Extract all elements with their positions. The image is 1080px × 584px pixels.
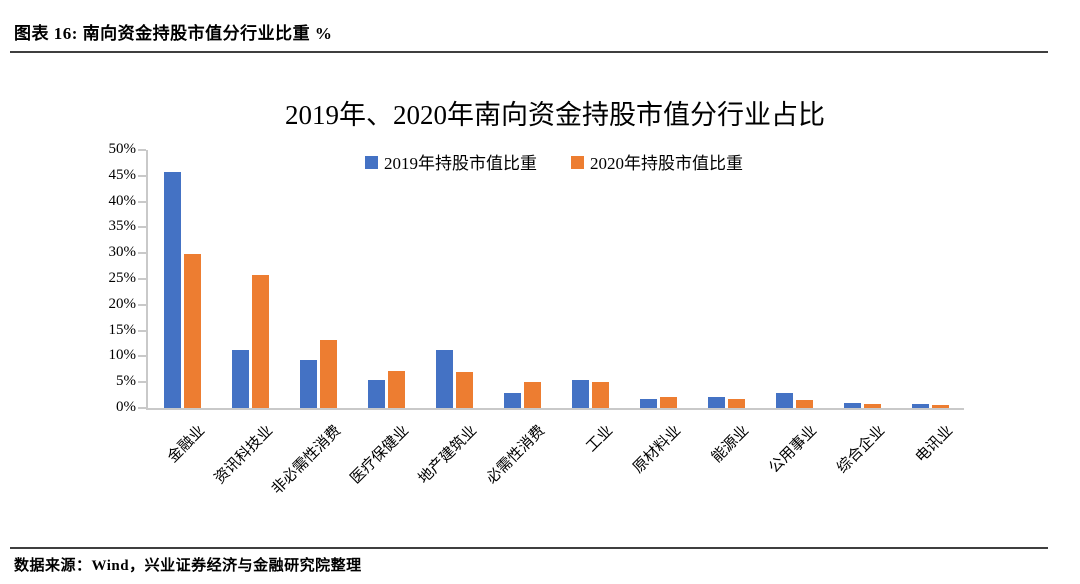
bar-2020 <box>455 371 473 408</box>
bar-2020 <box>523 381 541 408</box>
y-tick-mark <box>138 381 146 384</box>
bar-2020 <box>659 397 677 408</box>
bar-2020 <box>727 398 745 408</box>
bar-2019 <box>435 350 453 408</box>
bar-2019 <box>639 399 657 408</box>
y-tick-mark <box>138 303 146 306</box>
bar-group <box>231 274 269 408</box>
y-axis-labels: 0% 5% 10% 15% 20% 25% 30% 35% 40% 45% 50% <box>72 141 137 415</box>
bar-2020 <box>387 371 405 408</box>
y-axis-label: 35% <box>108 218 137 235</box>
bar-2019 <box>775 393 793 408</box>
bar-2019 <box>503 392 521 408</box>
bar-group <box>299 339 337 408</box>
bar-2019 <box>911 404 929 408</box>
y-tick-mark <box>138 252 146 255</box>
x-axis-label: 电讯业 <box>912 422 957 466</box>
x-axis-label: 综合企业 <box>834 422 889 477</box>
y-tick-mark <box>138 200 146 203</box>
y-tick-mark <box>138 278 146 280</box>
y-axis-label: 45% <box>108 166 137 183</box>
y-tick-mark <box>138 329 146 332</box>
bar-2019 <box>299 359 317 408</box>
plot-area <box>138 149 964 410</box>
bar-2019 <box>571 379 589 408</box>
y-tick-mark <box>138 174 146 177</box>
y-axis-label: 20% <box>108 295 137 312</box>
header-divider <box>10 51 1048 53</box>
y-axis-label: 0% <box>116 399 136 415</box>
chart-title: 2019年、2020年南向资金持股市值分行业占比 <box>285 100 825 130</box>
bar-group <box>571 379 609 408</box>
x-axis-label: 地产建筑业 <box>415 422 481 488</box>
data-source: 数据来源：Wind，兴业证券经济与金融研究院整理 <box>14 558 362 574</box>
x-axis-label: 工业 <box>583 422 617 456</box>
y-axis-label: 30% <box>108 244 137 261</box>
bar-2019 <box>707 396 725 408</box>
bar-group <box>163 171 201 408</box>
bar-series-container <box>148 150 964 408</box>
legend-label-2019: 2019年持股市值比重 <box>384 154 537 173</box>
x-axis-label: 非必需性消费 <box>269 422 345 498</box>
legend-swatch-2020-icon <box>571 156 584 169</box>
bar-group <box>843 402 881 408</box>
bar-2020 <box>591 382 609 408</box>
y-tick-mark <box>138 355 146 358</box>
bar-2020 <box>863 403 881 408</box>
bar-2019 <box>843 402 861 408</box>
legend-item-2019: 2019年持股市值比重 <box>365 149 537 174</box>
x-axis-label: 金融业 <box>164 422 209 466</box>
bar-2020 <box>319 339 337 408</box>
y-tick-mark <box>138 407 146 409</box>
y-axis-label: 5% <box>116 373 136 390</box>
figure-caption: 图表 16: 南向资金持股市值分行业比重 % <box>14 24 333 43</box>
bar-2019 <box>163 171 181 408</box>
bar-group <box>775 393 813 408</box>
y-axis-label: 25% <box>108 270 137 286</box>
x-axis-label: 医疗保健业 <box>347 422 413 488</box>
y-tick-mark <box>138 226 146 229</box>
legend-swatch-2019-icon <box>365 156 378 169</box>
x-axis-label: 公用事业 <box>766 422 821 477</box>
bar-2019 <box>367 379 385 408</box>
legend-label-2020: 2020年持股市值比重 <box>590 154 743 173</box>
bar-2019 <box>231 349 249 408</box>
bar-group <box>503 381 541 408</box>
bar-group <box>707 396 745 408</box>
legend-item-2020: 2020年持股市值比重 <box>571 149 743 174</box>
bar-2020 <box>251 274 269 408</box>
y-axis-label: 50% <box>108 141 137 157</box>
x-axis-labels: 金融业 资讯科技业 非必需性消费 医疗保健业 地产建筑业 必需性消费 工业 原材料业 能源业 公用… <box>146 412 962 532</box>
bar-2020 <box>795 399 813 408</box>
chart-legend: 2019年持股市值比重 2020年持股市值比重 <box>146 149 962 174</box>
footer-divider <box>10 547 1048 549</box>
x-axis-label: 资讯科技业 <box>211 422 277 488</box>
x-axis-label: 必需性消费 <box>483 422 549 488</box>
bar-group <box>911 404 949 408</box>
bar-group <box>639 397 677 408</box>
x-axis-label: 原材料业 <box>630 422 685 477</box>
y-tick-mark <box>138 149 146 151</box>
y-axis-label: 15% <box>108 321 137 338</box>
y-axis-label: 10% <box>108 347 137 364</box>
y-axis-label: 40% <box>108 192 137 209</box>
x-axis-label: 能源业 <box>708 422 753 466</box>
bar-2020 <box>183 253 201 408</box>
bar-group <box>367 371 405 408</box>
bar-2020 <box>931 404 949 408</box>
bar-group <box>435 350 473 408</box>
